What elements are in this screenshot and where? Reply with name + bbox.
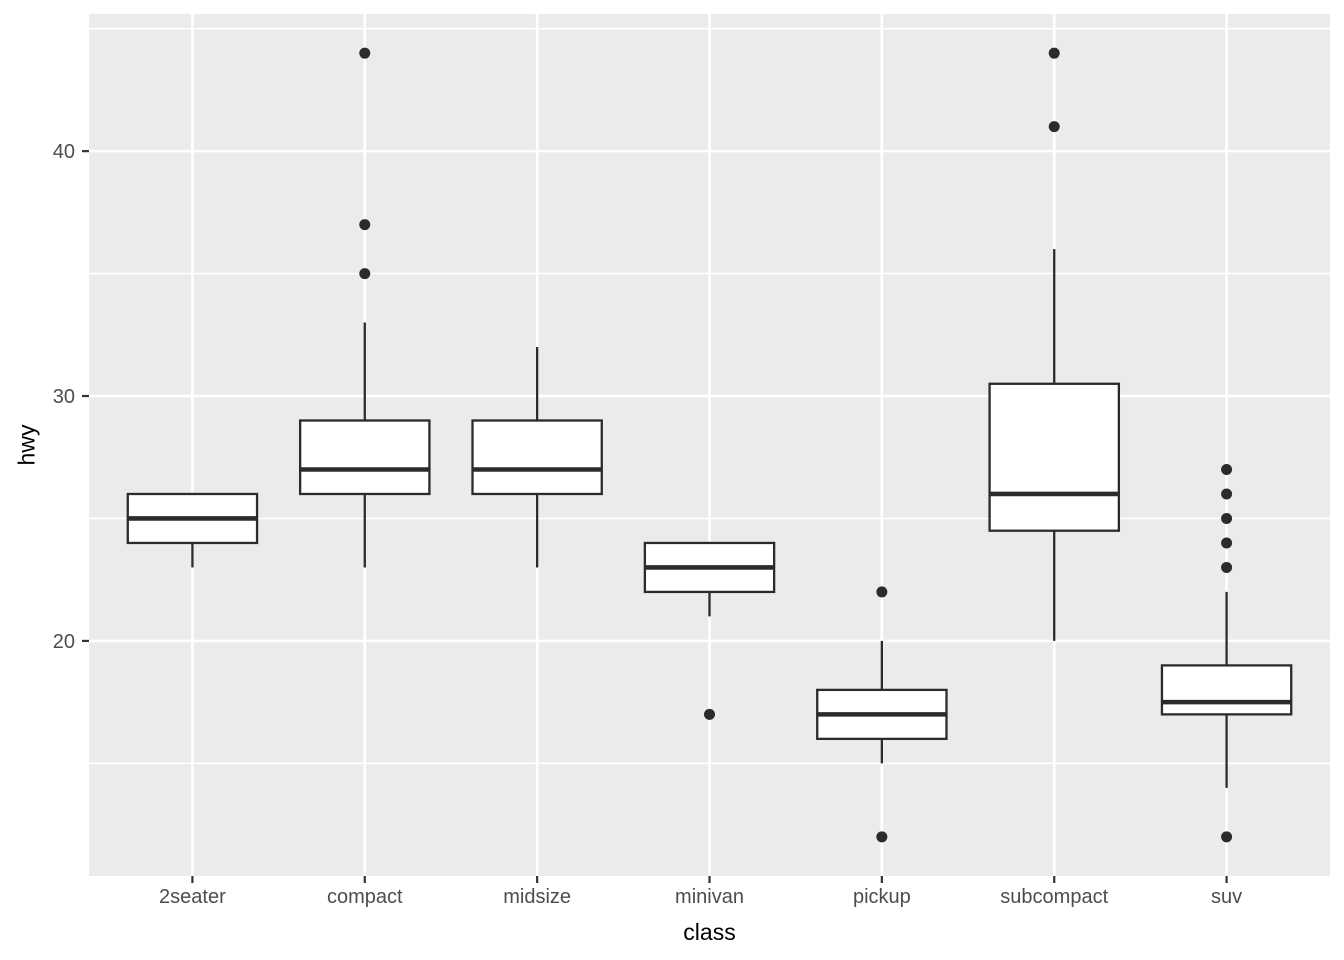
outlier-pickup-12 [876, 831, 888, 843]
box-suv [1160, 664, 1293, 716]
x-tick-label-suv: suv [1211, 886, 1242, 908]
box-compact [298, 419, 431, 496]
box-midsize [471, 419, 603, 496]
outlier-compact-37 [359, 219, 371, 231]
x-axis-title: class [683, 919, 736, 945]
outlier-suv-25 [1221, 512, 1233, 524]
y-tick-label-30: 30 [53, 386, 75, 408]
x-tick-label-compact: compact [327, 886, 403, 908]
x-tick-label-2seater: 2seater [159, 886, 226, 908]
y-tick-label-40: 40 [53, 141, 75, 163]
box-subcompact [988, 382, 1121, 532]
outlier-minivan-17 [704, 708, 715, 720]
outlier-suv-24 [1221, 537, 1233, 549]
y-axis-title: hwy [13, 424, 40, 466]
outlier-pickup-22 [876, 586, 888, 598]
outlier-suv-27 [1221, 463, 1233, 475]
x-tick-label-minivan: minivan [675, 886, 744, 908]
outlier-subcompact-41 [1048, 121, 1060, 133]
outlier-suv-12 [1221, 831, 1233, 843]
x-tick-label-midsize: midsize [503, 886, 571, 908]
outlier-subcompact-44 [1048, 47, 1060, 59]
x-tick-label-subcompact: subcompact [1000, 886, 1108, 908]
y-tick-label-20: 20 [53, 631, 75, 653]
x-tick-label-pickup: pickup [853, 886, 911, 908]
outlier-compact-44 [359, 47, 371, 59]
outlier-compact-35 [359, 268, 371, 280]
outlier-suv-26 [1221, 488, 1233, 500]
outlier-suv-23 [1221, 561, 1233, 573]
